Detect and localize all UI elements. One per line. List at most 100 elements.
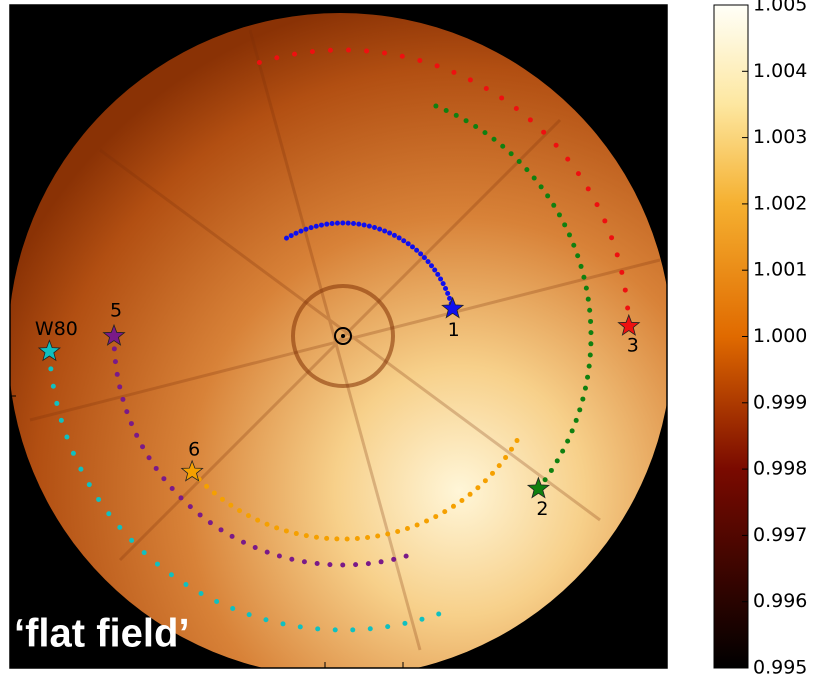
track-dot: [438, 276, 444, 282]
track-dot: [309, 49, 315, 55]
track-dot: [401, 238, 407, 244]
caption: ‘flat field’: [14, 612, 190, 656]
track-dot: [586, 363, 592, 369]
track-dot: [50, 383, 56, 389]
track-dot: [396, 235, 402, 241]
track-dot: [284, 235, 289, 241]
track-dot: [582, 385, 588, 391]
track-dot: [364, 48, 370, 54]
track-dot: [54, 400, 60, 406]
track-dot: [583, 285, 589, 291]
track-dot: [443, 285, 449, 291]
track-dot: [124, 409, 130, 415]
axes-frame: [9, 4, 668, 669]
track-dot: [602, 218, 608, 224]
track-dot: [399, 53, 405, 59]
track-dot: [332, 627, 338, 633]
colorbar-tick-label: 1.002: [753, 192, 807, 214]
track-dot: [490, 470, 496, 476]
track-dot: [588, 318, 594, 324]
track-dot: [334, 220, 340, 226]
track-dot: [482, 130, 488, 136]
track-dot: [168, 572, 174, 578]
track-dot: [120, 396, 126, 402]
track-dot: [292, 51, 298, 57]
track-dot: [499, 95, 505, 101]
track-dot: [382, 50, 388, 56]
track-dot: [433, 514, 439, 520]
track-dot: [554, 458, 560, 464]
track-dot: [609, 235, 615, 241]
track-dot: [625, 305, 631, 311]
track-dot: [551, 202, 557, 208]
star-label: W80: [35, 318, 78, 340]
track-dot: [354, 535, 360, 541]
track-dot: [541, 129, 547, 135]
track-dot: [240, 539, 246, 545]
track-dot: [141, 550, 147, 556]
track-dot: [414, 247, 420, 253]
star-marker: [526, 476, 550, 499]
track-dot: [414, 522, 420, 528]
track-dot: [178, 495, 184, 501]
track-dot: [308, 225, 314, 231]
track-dot: [580, 396, 586, 402]
track-dot: [274, 55, 280, 61]
track-dot: [391, 556, 397, 562]
track-dot: [435, 271, 441, 277]
track-dot: [70, 450, 76, 456]
track-dot: [365, 561, 371, 567]
track-dot: [86, 482, 92, 488]
track-dot: [117, 524, 123, 530]
track-dot: [405, 241, 411, 247]
track-dot: [264, 521, 270, 527]
track-dot: [353, 562, 359, 568]
track-dot: [280, 621, 286, 627]
track-dot: [154, 561, 160, 567]
track-dot: [527, 117, 533, 123]
colorbar-tick-label: 0.996: [753, 590, 807, 612]
track-dot: [263, 617, 269, 623]
track-dot: [516, 158, 522, 164]
track-dot: [346, 47, 352, 53]
track-dot: [447, 295, 453, 301]
track-dot: [424, 518, 430, 524]
track-dot: [509, 446, 515, 452]
track-dot: [500, 143, 506, 149]
track-dot: [433, 103, 439, 109]
track-dot: [161, 476, 167, 482]
track-dot: [117, 384, 123, 390]
track-dot: [237, 508, 243, 514]
track-dot: [450, 503, 456, 509]
track-dot: [334, 536, 340, 542]
track-dot: [463, 118, 469, 124]
track-dot: [459, 498, 465, 504]
star-marker: [102, 323, 126, 346]
track-dot: [588, 341, 594, 347]
track-dot: [274, 525, 280, 531]
star-label: 1: [448, 319, 460, 341]
track-dot: [230, 606, 236, 612]
track-dot: [467, 77, 473, 83]
track-dot: [443, 107, 449, 113]
track-dot: [594, 202, 600, 208]
track-dot: [283, 528, 289, 534]
track-dot: [514, 438, 520, 444]
track-dot: [418, 251, 424, 257]
track-dot: [467, 491, 473, 497]
track-dot: [228, 502, 234, 508]
track-dot: [496, 463, 502, 469]
colorbar-tick-label: 0.999: [753, 391, 807, 413]
track-dot: [356, 221, 362, 227]
track-dot: [566, 232, 572, 238]
track-dot: [385, 531, 391, 537]
track-dot: [372, 224, 378, 230]
track-dot: [440, 281, 446, 287]
track-dot: [324, 221, 330, 227]
star-label: 2: [536, 498, 548, 520]
star-marker: [441, 296, 465, 319]
track-dot: [434, 63, 440, 69]
track-dot: [112, 359, 118, 365]
track-dot: [395, 529, 401, 535]
